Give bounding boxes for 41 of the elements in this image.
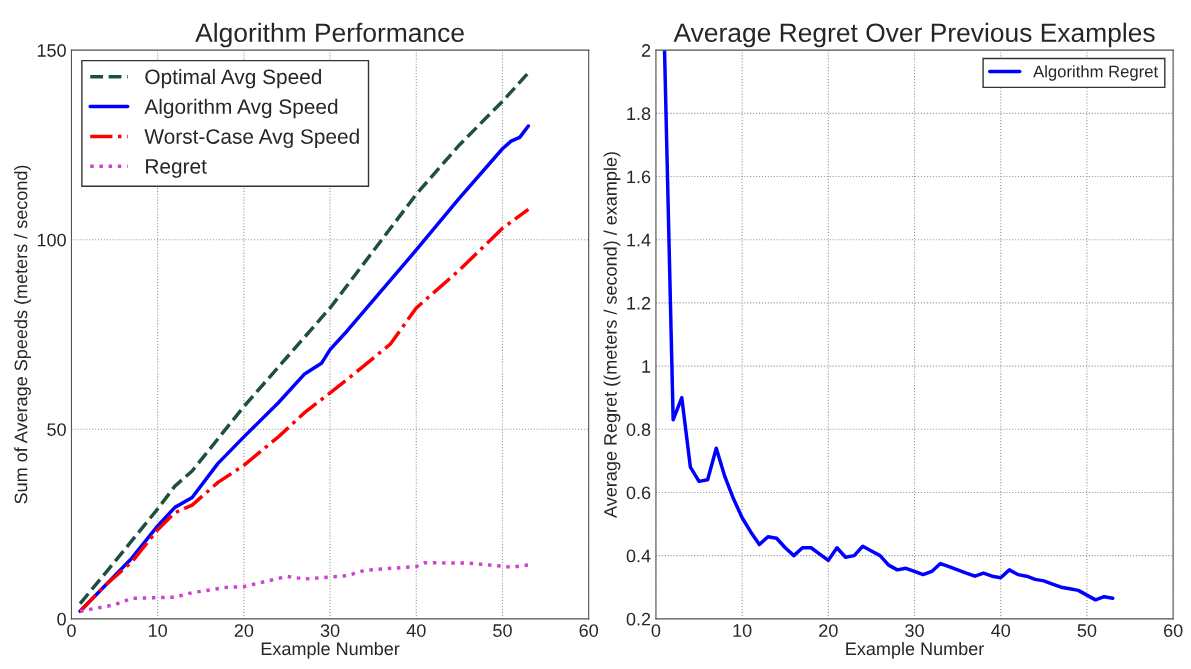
chart-title: Algorithm Performance: [195, 22, 464, 48]
y-tick-label: 1.4: [627, 233, 651, 247]
y-tick-label: 1.8: [627, 107, 651, 121]
legend-label: Worst-Case Avg Speed: [144, 128, 359, 149]
legend-label: Regret: [146, 159, 207, 178]
x-tick-label: 10: [733, 624, 752, 637]
legend-label: Algorithm Regret: [1033, 65, 1159, 81]
x-tick-label: 0: [651, 624, 661, 637]
x-tick-label: 40: [406, 624, 426, 637]
y-axis-title: Sum of Average Speeds (meters / second): [14, 165, 31, 504]
x-tick-label: 10: [149, 624, 167, 637]
y-tick-label: 1: [642, 360, 651, 373]
y-tick-label: 100: [37, 233, 66, 247]
y-tick-label: 0: [57, 612, 66, 626]
y-tick-label: 2: [641, 44, 651, 57]
y-tick-label: 50: [47, 423, 66, 436]
y-tick-label: 0.8: [626, 423, 651, 436]
line-series: [78, 560, 531, 613]
legend-label: Algorithm Avg Speed: [144, 98, 338, 119]
x-tick-label: 60: [579, 624, 599, 637]
x-tick-label: 40: [991, 624, 1011, 637]
x-axis-title: Example Number: [846, 641, 984, 659]
y-tick-label: 0.4: [626, 549, 651, 563]
y-tick-label: 1.2: [627, 296, 651, 310]
x-tick-label: 20: [234, 624, 254, 637]
x-axis-title: Example Number: [261, 641, 400, 659]
y-axis-title: Average Regret ((meters / second) / example): [603, 152, 621, 518]
chart-title: Average Regret Over Previous Examples: [673, 22, 1155, 48]
y-tick-label: 0.2: [626, 612, 651, 626]
x-tick-label: 30: [905, 624, 924, 637]
x-tick-label: 20: [819, 624, 838, 637]
y-tick-label: 150: [37, 44, 66, 57]
line-series: [78, 207, 531, 613]
x-tick-label: 30: [320, 624, 340, 637]
x-tick-label: 50: [1077, 624, 1097, 637]
y-tick-label: 1.6: [627, 170, 651, 184]
x-tick-label: 0: [67, 624, 76, 637]
y-tick-label: 0.6: [626, 486, 651, 500]
legend-label: Optimal Avg Speed: [145, 68, 322, 89]
x-tick-label: 50: [493, 624, 512, 637]
x-tick-label: 60: [1164, 624, 1183, 637]
